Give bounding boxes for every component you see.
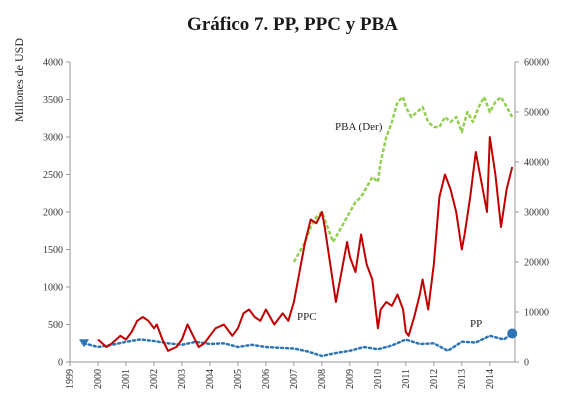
x-tick-label: 2004 xyxy=(205,369,216,389)
chart-title: Gráfico 7. PP, PPC y PBA xyxy=(187,14,398,35)
x-tick-label: 2000 xyxy=(93,369,104,389)
y2-tick-label: 40000 xyxy=(524,158,549,169)
y-tick-label: 3000 xyxy=(43,133,63,144)
x-tick-label: 2007 xyxy=(289,369,300,389)
x-tick-label: 2008 xyxy=(317,369,328,389)
series-line-ppc xyxy=(97,136,514,352)
x-tick-label: 2009 xyxy=(345,369,356,389)
x-tick-label: 2002 xyxy=(149,369,160,389)
y2-tick-label: 50000 xyxy=(524,108,549,119)
series-line-pp xyxy=(82,332,514,358)
y-tick-label: 1500 xyxy=(43,245,63,256)
y-tick-label: 500 xyxy=(48,320,63,331)
y-tick-label: 0 xyxy=(58,358,63,369)
x-tick-label: 2013 xyxy=(457,369,468,389)
y2-tick-label: 60000 xyxy=(524,58,549,69)
pp-end-marker xyxy=(507,328,518,339)
x-tick-label: 2003 xyxy=(177,369,188,389)
x-tick-label: 2010 xyxy=(373,369,384,389)
annotation-pba: PBA (Der) xyxy=(335,121,383,133)
y2-tick-label: 20000 xyxy=(524,258,549,269)
y-axis-ticks: 0 500 1000 1500 2000 2500 3000 3500 4000 xyxy=(43,58,70,369)
y-tick-label: 1000 xyxy=(43,283,63,294)
y2-tick-label: 0 xyxy=(524,358,529,369)
series-line-pba xyxy=(292,95,514,263)
y-tick-label: 2000 xyxy=(43,208,63,219)
x-tick-label: 1999 xyxy=(65,369,76,389)
annotation-ppc: PPC xyxy=(297,311,317,323)
x-tick-label: 2005 xyxy=(233,369,244,389)
pp-start-marker xyxy=(78,339,89,348)
x-axis-ticks: 1999 2000 2001 2002 2003 2004 2005 2006 2007 2008… xyxy=(65,362,496,389)
y-tick-label: 3500 xyxy=(43,95,63,106)
x-tick-label: 2011 xyxy=(401,369,412,389)
y2-axis-ticks: 0 10000 20000 30000 40000 50000 60000 xyxy=(515,58,549,369)
series-layer xyxy=(78,95,518,358)
x-tick-label: 2001 xyxy=(121,369,132,389)
annotation-pp: PP xyxy=(470,318,482,330)
y2-tick-label: 30000 xyxy=(524,208,549,219)
x-tick-label: 2006 xyxy=(261,369,272,389)
x-tick-label: 2014 xyxy=(485,369,496,389)
y-tick-label: 4000 xyxy=(43,58,63,69)
axes xyxy=(69,62,516,363)
x-tick-label: 2012 xyxy=(429,369,440,389)
y-tick-label: 2500 xyxy=(43,170,63,181)
y2-tick-label: 10000 xyxy=(524,308,549,319)
